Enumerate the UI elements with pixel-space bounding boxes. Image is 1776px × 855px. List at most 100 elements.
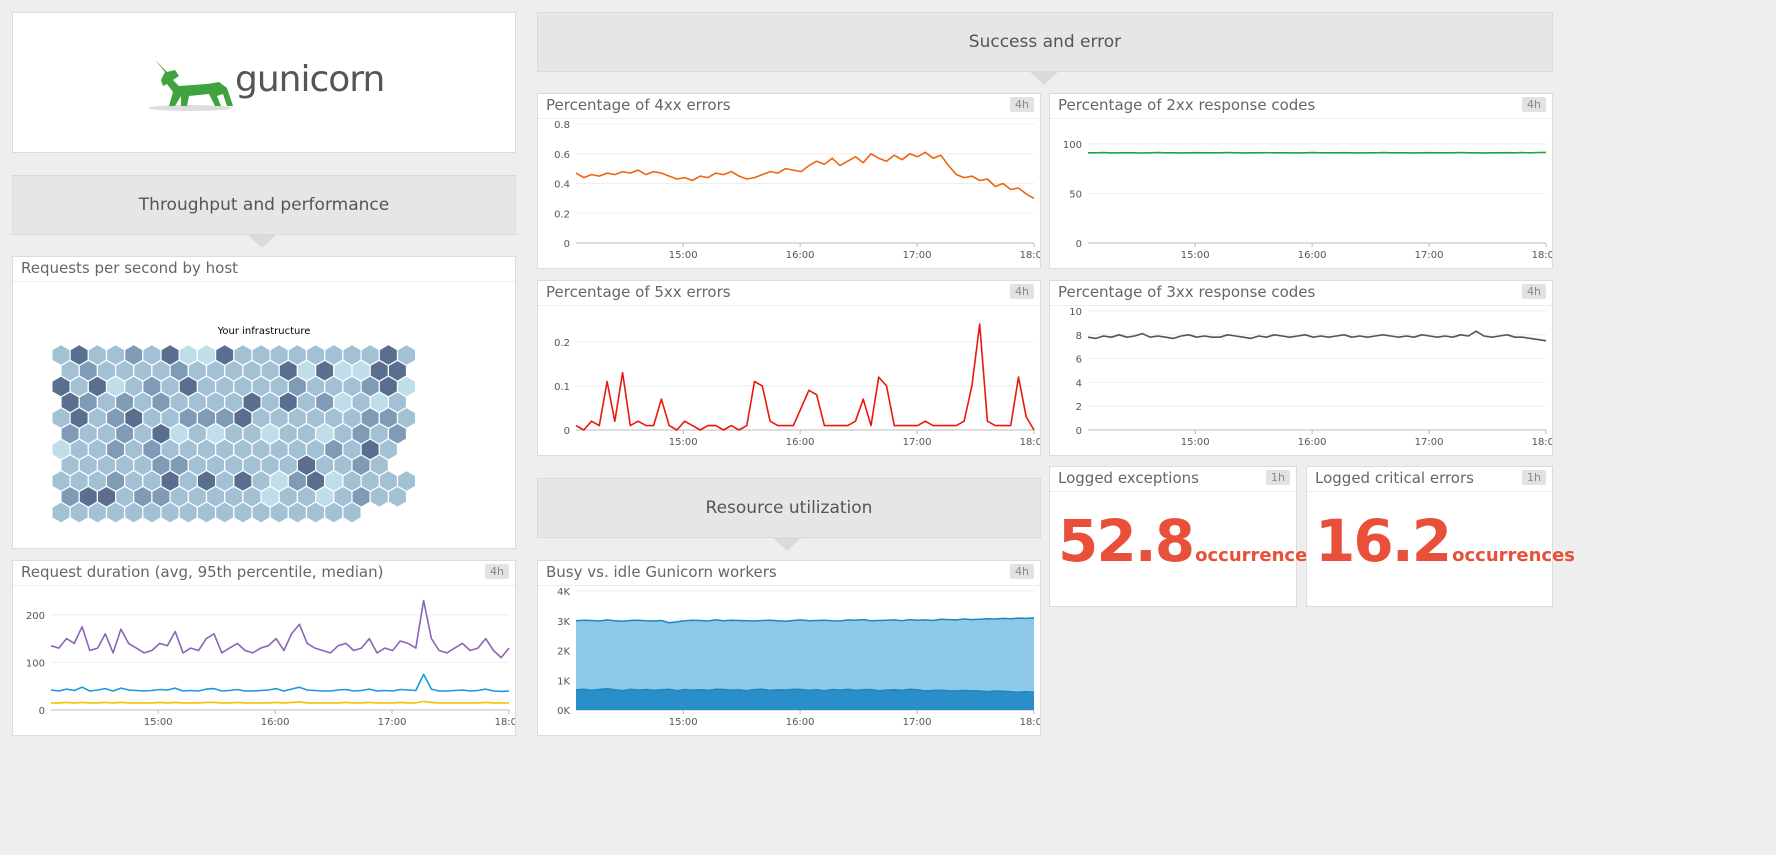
query-value: 52.8 occurrences bbox=[1058, 507, 1318, 575]
host-hexagon[interactable] bbox=[87, 501, 108, 524]
header-resource: Resource utilization bbox=[537, 478, 1041, 538]
value: 16.2 bbox=[1315, 507, 1452, 575]
y-tick-label: 2 bbox=[1076, 402, 1082, 413]
x-tick-label: 15:00 bbox=[669, 250, 698, 261]
series-line-0 bbox=[50, 599, 510, 659]
x-tick-label: 15:00 bbox=[144, 717, 173, 728]
e4xx-panel[interactable]: Percentage of 4xx errors 4h 0 0.2 0.4 0.6 0.… bbox=[537, 93, 1048, 269]
e5xx-panel[interactable]: Percentage of 5xx errors 4h 0 0.1 0.2 15:00… bbox=[537, 280, 1048, 456]
host-hexagon[interactable] bbox=[69, 501, 89, 524]
y-tick-label: 6 bbox=[1076, 355, 1082, 366]
series-line-1 bbox=[50, 673, 510, 693]
x-tick-label: 16:00 bbox=[786, 437, 815, 448]
y-tick-label: 0 bbox=[564, 239, 570, 250]
host-hexagon[interactable] bbox=[305, 501, 326, 524]
host-hexagon[interactable] bbox=[160, 501, 180, 524]
timeframe-badge: 4h bbox=[1522, 97, 1546, 112]
y-tick-label: 0.2 bbox=[554, 209, 570, 220]
x-tick-label: 17:00 bbox=[378, 717, 407, 728]
x-tick-label: 16:00 bbox=[1298, 437, 1327, 448]
timeframe-badge: 1h bbox=[1522, 470, 1546, 485]
host-hexagon[interactable] bbox=[387, 485, 408, 508]
header-success: Success and error bbox=[537, 12, 1553, 72]
host-hexagon[interactable] bbox=[324, 501, 344, 524]
rps-panel[interactable]: Requests per second by host Your infrast… bbox=[12, 256, 516, 549]
series-line-0 bbox=[1088, 151, 1547, 154]
header-throughput: Throughput and performance bbox=[12, 175, 516, 235]
y-tick-label: 8 bbox=[1076, 331, 1082, 342]
r3xx-chart[interactable]: 0 2 4 6 8 10 15:00 16:00 17:00 18:00 bbox=[1050, 306, 1560, 456]
x-tick-label: 17:00 bbox=[1415, 250, 1444, 261]
x-tick-label: 18:00 bbox=[1020, 250, 1040, 261]
x-tick-label: 16:00 bbox=[786, 717, 815, 728]
x-tick-label: 18:00 bbox=[495, 717, 515, 728]
host-hexagon[interactable] bbox=[51, 501, 71, 524]
e5xx-chart[interactable]: 0 0.1 0.2 15:00 16:00 17:00 18:00 bbox=[538, 306, 1048, 456]
host-hexagon[interactable] bbox=[342, 501, 362, 524]
y-tick-label: 0K bbox=[557, 706, 570, 717]
timeframe-badge: 4h bbox=[485, 564, 509, 579]
x-tick-label: 16:00 bbox=[786, 250, 815, 261]
y-tick-label: 4K bbox=[557, 587, 570, 598]
x-tick-label: 18:00 bbox=[1532, 250, 1552, 261]
host-hexagon[interactable] bbox=[105, 501, 126, 524]
y-tick-label: 10 bbox=[1069, 307, 1082, 318]
host-hexagon[interactable] bbox=[142, 501, 162, 524]
host-hexagon[interactable] bbox=[196, 501, 217, 524]
y-tick-label: 0 bbox=[1076, 426, 1082, 437]
panel-title: Percentage of 4xx errors bbox=[538, 94, 1040, 119]
header-success-text: Success and error bbox=[968, 32, 1122, 52]
hostmap[interactable]: Your infrastructure bbox=[13, 282, 515, 548]
host-hexagon[interactable] bbox=[178, 501, 198, 524]
panel-title: Busy vs. idle Gunicorn workers bbox=[538, 561, 1040, 586]
query-value: 16.2 occurrences bbox=[1315, 507, 1575, 575]
duration-panel[interactable]: Request duration (avg, 95th percentile, … bbox=[12, 560, 523, 736]
logo-panel: gunicorn bbox=[12, 12, 516, 153]
hostmap-title: Your infrastructure bbox=[217, 326, 311, 337]
header-arrow bbox=[248, 235, 276, 248]
host-hexagon[interactable] bbox=[124, 501, 144, 524]
x-tick-label: 18:00 bbox=[1020, 437, 1040, 448]
workers-chart[interactable]: 0K 1K 2K 3K 4K 15:00 16:00 17:00 18:00 bbox=[538, 586, 1048, 736]
y-tick-label: 0 bbox=[564, 426, 570, 437]
x-tick-label: 17:00 bbox=[903, 717, 932, 728]
series-line-0 bbox=[575, 687, 1035, 693]
series-area-1 bbox=[576, 617, 1034, 710]
host-hexagon[interactable] bbox=[369, 485, 389, 508]
workers-panel[interactable]: Busy vs. idle Gunicorn workers 4h 0K 1K 2K… bbox=[537, 560, 1048, 736]
timeframe-badge: 1h bbox=[1266, 470, 1290, 485]
x-tick-label: 18:00 bbox=[1532, 437, 1552, 448]
x-tick-label: 15:00 bbox=[1181, 250, 1210, 261]
r2xx-chart[interactable]: 0 50 100 15:00 16:00 17:00 18:00 bbox=[1050, 119, 1561, 269]
r2xx-panel[interactable]: Percentage of 2xx response codes 4h 0 50 1… bbox=[1049, 93, 1561, 269]
critical-panel[interactable]: Logged critical errors 1h 16.2 occurrence… bbox=[1306, 466, 1575, 607]
x-tick-label: 15:00 bbox=[1181, 437, 1210, 448]
unit: occurrences bbox=[1195, 545, 1318, 566]
x-tick-label: 17:00 bbox=[1415, 437, 1444, 448]
series-line-2 bbox=[51, 700, 509, 704]
x-tick-label: 15:00 bbox=[669, 717, 698, 728]
panel-title: Percentage of 2xx response codes bbox=[1050, 94, 1552, 119]
host-hexagon[interactable] bbox=[269, 501, 289, 524]
host-hexagon[interactable] bbox=[251, 501, 271, 524]
header-arrow bbox=[773, 538, 801, 551]
duration-chart[interactable]: 0 100 200 15:00 16:00 17:00 18:00 bbox=[13, 586, 523, 736]
panel-title: Percentage of 5xx errors bbox=[538, 281, 1040, 306]
panel-title: Percentage of 3xx response codes bbox=[1050, 281, 1552, 306]
host-hexagon[interactable] bbox=[287, 501, 308, 524]
r3xx-panel[interactable]: Percentage of 3xx response codes 4h 0 2 4 6… bbox=[1049, 280, 1560, 456]
exceptions-panel[interactable]: Logged exceptions 1h 52.8 occurrences bbox=[1049, 466, 1318, 607]
y-tick-label: 100 bbox=[1063, 140, 1082, 151]
x-tick-label: 16:00 bbox=[1298, 250, 1327, 261]
host-hexagon[interactable] bbox=[215, 501, 235, 524]
logo-text: gunicorn bbox=[235, 59, 385, 100]
header-arrow bbox=[1030, 72, 1058, 85]
host-hexagon[interactable] bbox=[233, 501, 253, 524]
y-tick-label: 0.8 bbox=[554, 120, 570, 131]
panel-title: Logged critical errors bbox=[1307, 467, 1552, 492]
y-tick-label: 4 bbox=[1076, 378, 1082, 389]
y-tick-label: 0 bbox=[1076, 239, 1082, 250]
y-tick-label: 0 bbox=[39, 706, 45, 717]
e4xx-chart[interactable]: 0 0.2 0.4 0.6 0.8 15:00 16:00 17:00 18:00 bbox=[538, 119, 1048, 269]
y-tick-label: 0.2 bbox=[554, 338, 570, 349]
